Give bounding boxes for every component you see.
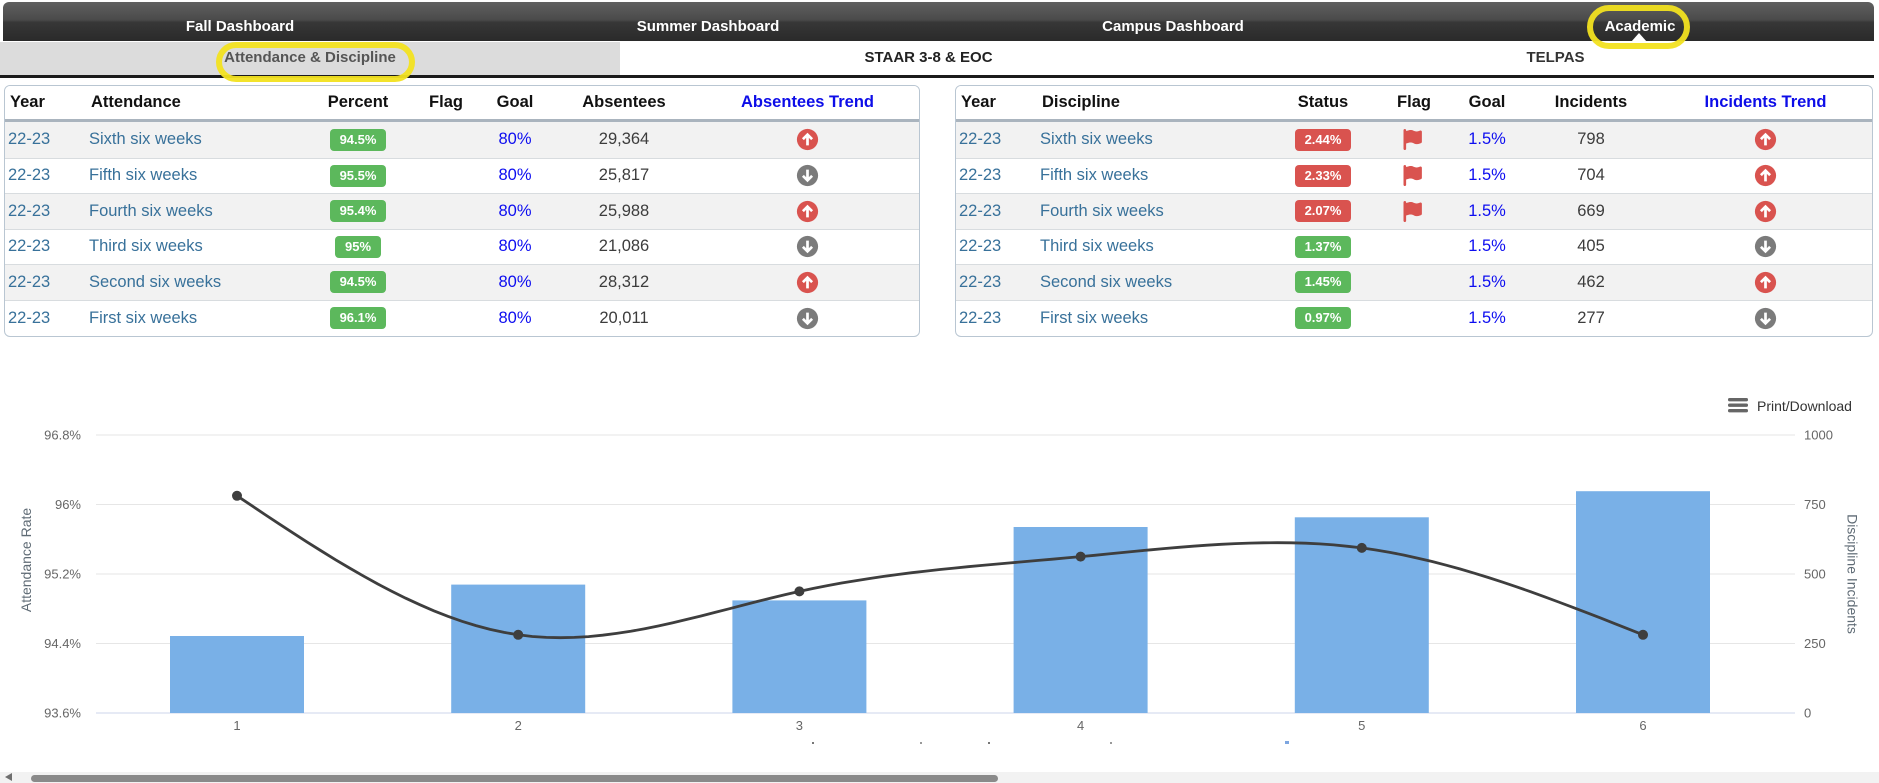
svg-text:1: 1 <box>233 718 240 733</box>
svg-text:4: 4 <box>1077 718 1084 733</box>
svg-text:750: 750 <box>1804 497 1826 512</box>
svg-text:5: 5 <box>1358 718 1365 733</box>
svg-text:Attendance Rate: Attendance Rate <box>18 508 34 613</box>
svg-text:95.2%: 95.2% <box>44 567 81 582</box>
svg-text:3: 3 <box>796 718 803 733</box>
svg-text:96%: 96% <box>55 497 81 512</box>
svg-text:1000: 1000 <box>1804 428 1833 443</box>
svg-text:6: 6 <box>1639 718 1646 733</box>
svg-text:500: 500 <box>1804 567 1826 582</box>
svg-text:94.4%: 94.4% <box>44 636 81 651</box>
svg-text:0: 0 <box>1804 706 1811 721</box>
svg-text:Discipline Incidents: Discipline Incidents <box>1845 514 1861 634</box>
svg-text:250: 250 <box>1804 636 1826 651</box>
svg-text:Print/Download: Print/Download <box>1757 398 1852 414</box>
svg-text:93.6%: 93.6% <box>44 706 81 721</box>
svg-text:2: 2 <box>515 718 522 733</box>
svg-text:96.8%: 96.8% <box>44 428 81 443</box>
